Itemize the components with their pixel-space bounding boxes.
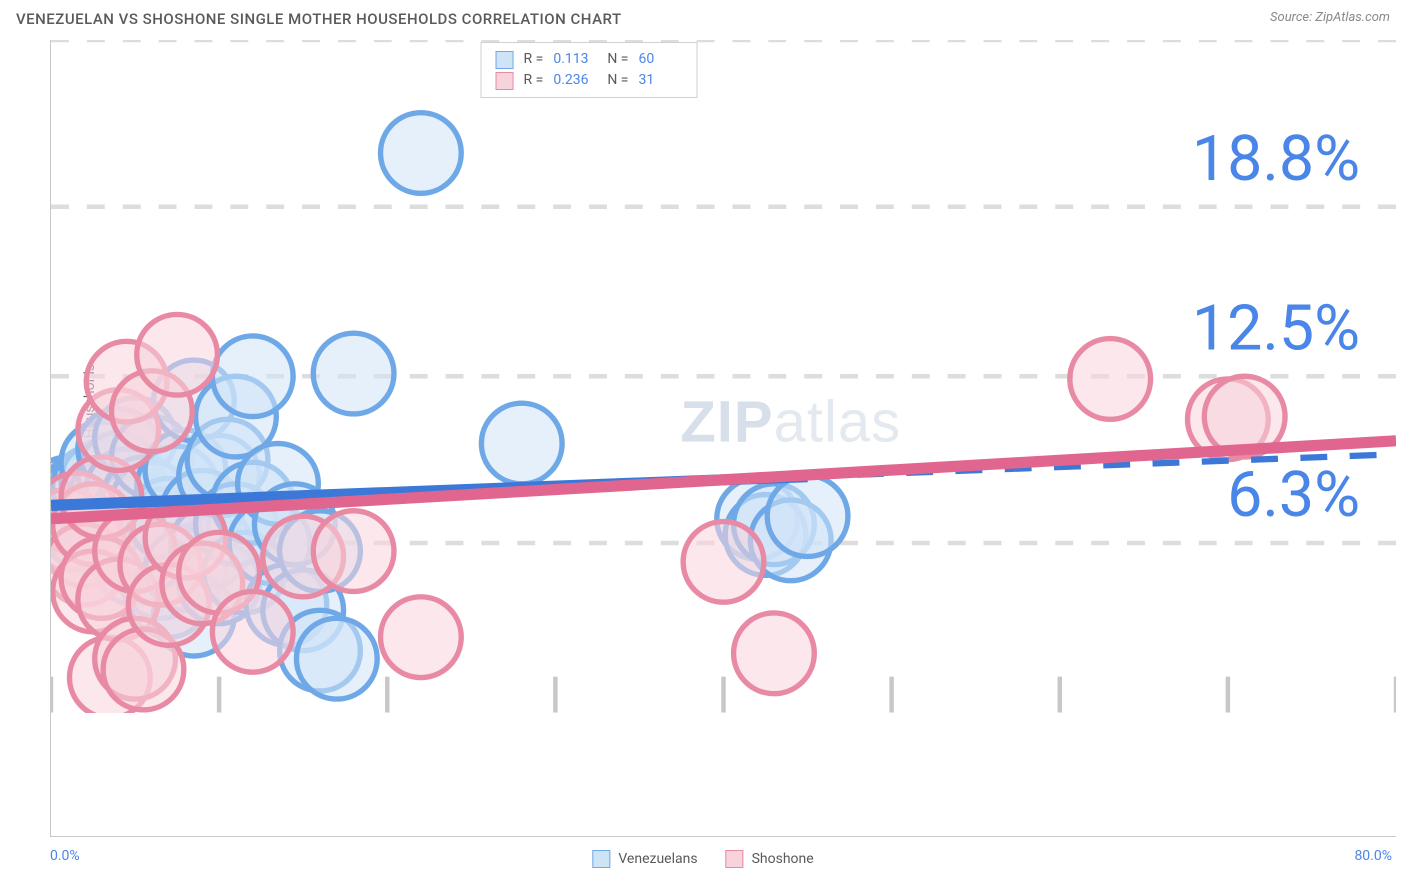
stats-legend-box: R = 0.113 N = 60 R = 0.236 N = 31 <box>481 42 698 98</box>
legend-label: Shoshone <box>752 851 814 867</box>
bottom-legend: Venezuelans Shoshone <box>592 850 813 868</box>
legend-swatch <box>496 51 514 69</box>
legend-swatch <box>726 850 744 868</box>
x-axis-min-label: 0.0% <box>50 848 80 864</box>
stat-r-value: 0.236 <box>553 70 597 91</box>
stats-row: R = 0.113 N = 60 <box>496 49 683 70</box>
svg-text:6.3%: 6.3% <box>1227 459 1360 532</box>
stats-row: R = 0.236 N = 31 <box>496 70 683 91</box>
stat-n-label: N = <box>607 70 628 91</box>
stat-n-value: 31 <box>638 70 682 91</box>
scatter-plot: 6.3%12.5%18.8%25.0% <box>51 40 1396 713</box>
svg-text:12.5%: 12.5% <box>1192 292 1360 365</box>
svg-text:18.8%: 18.8% <box>1192 123 1360 196</box>
legend-swatch <box>496 72 514 90</box>
legend-item: Shoshone <box>726 850 814 868</box>
chart-source: Source: ZipAtlas.com <box>1270 10 1390 25</box>
chart-title: VENEZUELAN VS SHOSHONE SINGLE MOTHER HOU… <box>16 10 622 28</box>
stat-n-value: 60 <box>638 49 682 70</box>
stat-r-label: R = <box>524 49 544 70</box>
stat-n-label: N = <box>607 49 628 70</box>
x-axis-max-label: 80.0% <box>1354 848 1392 864</box>
chart-area: 6.3%12.5%18.8%25.0% ZIPatlas R =0.113N =… <box>50 40 1396 837</box>
chart-header: VENEZUELAN VS SHOSHONE SINGLE MOTHER HOU… <box>0 0 1406 34</box>
stat-r-value: 0.113 <box>553 49 597 70</box>
legend-swatch <box>592 850 610 868</box>
stat-r-label: R = <box>524 70 544 91</box>
legend-item: Venezuelans <box>592 850 697 868</box>
legend-label: Venezuelans <box>618 851 697 867</box>
